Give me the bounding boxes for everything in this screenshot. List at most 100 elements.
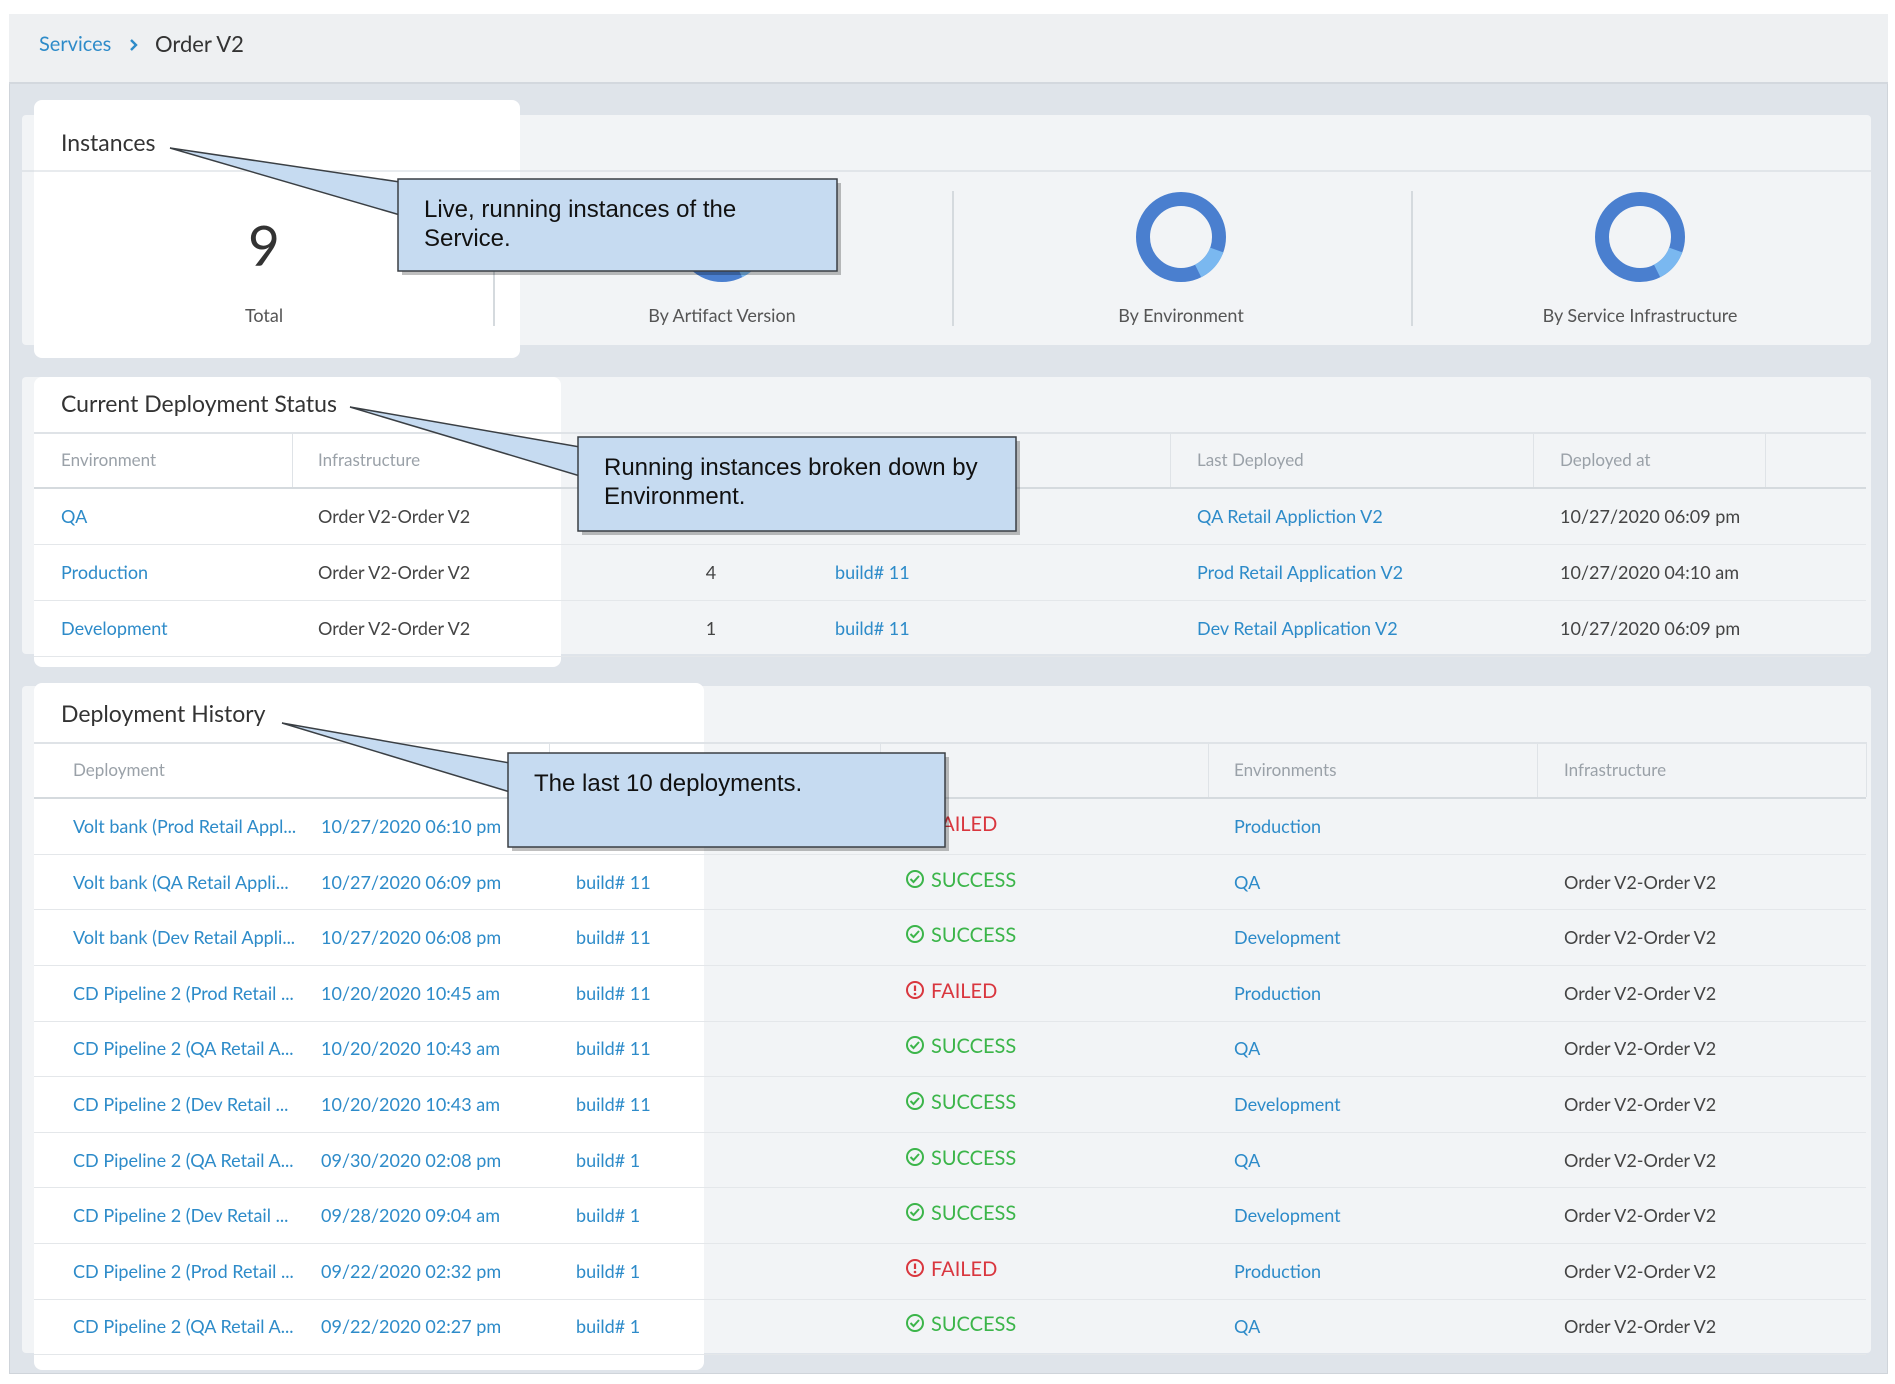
cell: Order V2-Order V2 [1564, 1315, 1717, 1338]
row-line [34, 909, 1866, 911]
cell[interactable]: Production [61, 561, 149, 583]
callout-text: Running instances broken down by Environ… [604, 454, 978, 510]
row-line [34, 600, 1866, 601]
cell[interactable]: build# 11 [576, 981, 651, 1004]
cell: Order V2-Order V2 [1564, 870, 1717, 893]
cell[interactable]: Dev Retail Application V2 [1197, 617, 1398, 639]
status-icon [905, 813, 925, 837]
cell: Order V2-Order V2 [318, 561, 471, 583]
cell[interactable]: build# 1 [576, 1204, 641, 1227]
cell[interactable]: 10/20/2020 10:43 am [321, 1093, 501, 1115]
cell[interactable]: Prod Retail Application V2 [1197, 561, 1404, 583]
cell[interactable]: Production [1234, 981, 1322, 1004]
breadcrumb-link[interactable]: Services [39, 32, 112, 56]
cell[interactable]: CD Pipeline 2 (QA Retail A... [73, 1315, 294, 1338]
instances-header-line [22, 170, 1871, 172]
cell[interactable]: 09/22/2020 02:32 pm [321, 1259, 502, 1282]
column-header: Environment [61, 448, 157, 470]
cell[interactable]: 10/27/2020 06:08 pm [321, 926, 502, 949]
cell[interactable]: Volt bank (QA Retail Appli... [73, 870, 289, 893]
status: FAILED [931, 1256, 998, 1281]
column-divider [1533, 432, 1534, 487]
column-divider [1765, 432, 1766, 487]
top-bar [9, 14, 1888, 84]
column-divider [292, 432, 293, 487]
total-label: Total [244, 304, 284, 326]
column-header: Last Deployed [1197, 448, 1304, 470]
cell[interactable]: CD Pipeline 2 (QA Retail A... [73, 1148, 294, 1171]
cell[interactable]: Development [1234, 1204, 1341, 1227]
breadcrumb-chevron [128, 37, 140, 56]
cell[interactable]: CD Pipeline 2 (Prod Retail ... [73, 1259, 294, 1282]
status: SUCCESS [931, 923, 1017, 948]
cell: Order V2-Order V2 [1564, 1037, 1717, 1060]
cell[interactable]: QA [1234, 1037, 1261, 1060]
status: SUCCESS [931, 1034, 1017, 1059]
cell[interactable]: build# 11 [576, 870, 651, 893]
status: SUCCESS [931, 1145, 1017, 1170]
row-line [34, 1076, 1866, 1078]
cell[interactable]: QA Retail Appliction V2 [1197, 505, 1383, 527]
cell[interactable]: Development [1234, 1093, 1341, 1115]
row-line [34, 1131, 1866, 1133]
instances-header-line [34, 170, 520, 172]
cell: Order V2-Order V2 [318, 505, 471, 527]
cell[interactable]: build# 11 [576, 926, 651, 949]
cell[interactable]: CD Pipeline 2 (QA Retail A... [73, 1037, 294, 1060]
header-line [34, 797, 1866, 799]
cell: 10/27/2020 06:09 pm [1560, 505, 1741, 527]
row-line [34, 965, 1866, 966]
cell: Order V2-Order V2 [1564, 926, 1717, 949]
cell[interactable]: QA [1234, 1315, 1261, 1338]
cell[interactable]: build# 11 [835, 561, 910, 583]
cell: Order V2-Order V2 [318, 617, 471, 639]
row-line [34, 1187, 1866, 1189]
cell: Order V2-Order V2 [1564, 981, 1717, 1004]
cell[interactable]: build# 11 [576, 1093, 651, 1115]
column-divider [1537, 742, 1538, 797]
cell[interactable]: CD Pipeline 2 (Prod Retail ... [73, 981, 294, 1004]
cell[interactable]: Production [1234, 815, 1322, 837]
row-line [34, 1354, 1866, 1356]
cell[interactable]: CD Pipeline 2 (Dev Retail ... [73, 1204, 289, 1227]
column-divider [1866, 742, 1867, 797]
cell[interactable]: 09/30/2020 02:08 pm [321, 1148, 502, 1171]
cell[interactable]: 10/20/2020 10:43 am [321, 1037, 501, 1060]
cell[interactable]: 10/20/2020 10:45 am [321, 981, 501, 1004]
cell[interactable]: QA [1234, 870, 1261, 893]
row-line [34, 656, 1866, 657]
status: SUCCESS [931, 1090, 1017, 1114]
cell[interactable]: Development [1234, 926, 1341, 949]
cell[interactable]: 09/22/2020 02:27 pm [321, 1315, 502, 1338]
total-count: 9 [248, 212, 280, 278]
status: SUCCESS [931, 867, 1017, 892]
cell[interactable]: 10/27/2020 06:09 pm [321, 870, 502, 893]
cell[interactable]: build# 11 [835, 617, 910, 639]
cell[interactable]: build# 1 [576, 1315, 641, 1338]
cell[interactable]: QA [61, 505, 88, 527]
cell: Order V2-Order V2 [1564, 1093, 1717, 1115]
row-line [34, 544, 1866, 545]
panel-title: Instances [61, 128, 156, 156]
row-line [34, 1298, 1866, 1300]
chart-label: By Artifact Version [648, 304, 796, 326]
breadcrumb-current: Order V2 [155, 30, 244, 57]
cell[interactable]: build# 1 [576, 1259, 641, 1282]
cell[interactable]: build# 1 [576, 1148, 641, 1171]
cell[interactable]: Development [61, 617, 168, 639]
cell[interactable]: Production [1234, 1259, 1322, 1282]
callout-text: The last 10 deployments. [534, 770, 803, 797]
cell[interactable]: Volt bank (Dev Retail Appli... [73, 926, 296, 949]
row-line [34, 853, 1866, 855]
cell[interactable]: 09/28/2020 09:04 am [321, 1204, 501, 1227]
cell[interactable]: CD Pipeline 2 (Dev Retail ... [73, 1093, 289, 1115]
cell[interactable]: build# 11 [576, 1037, 651, 1060]
status: FAILED [931, 812, 998, 836]
chart-label: By Environment [1118, 304, 1244, 326]
cell[interactable]: Volt bank (Prod Retail Appl... [73, 815, 297, 837]
cell[interactable]: 10/27/2020 06:10 pm [321, 815, 502, 837]
cell[interactable]: QA [1234, 1148, 1261, 1171]
callout-text: Live, running instances of the Service. [424, 196, 737, 252]
row-line [34, 1020, 1866, 1022]
